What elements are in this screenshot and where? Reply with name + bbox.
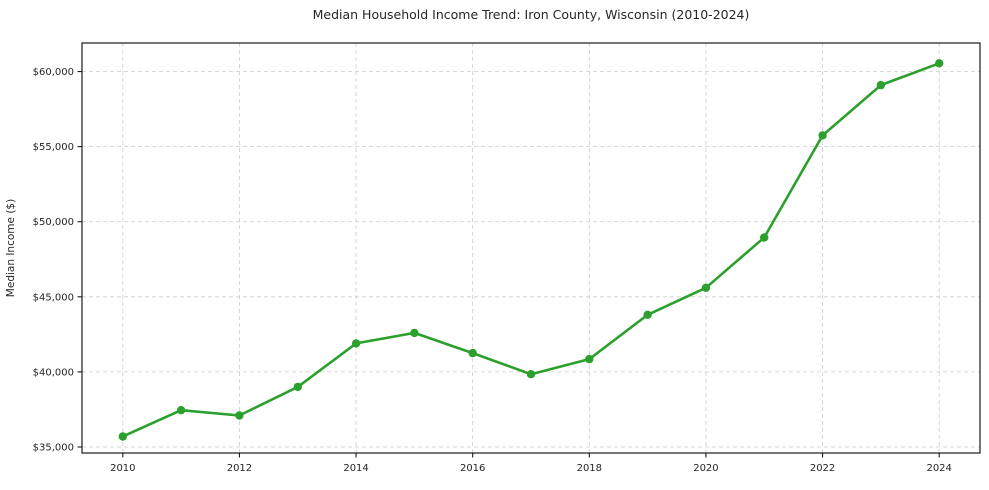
chart-title: Median Household Income Trend: Iron Coun… — [313, 7, 750, 22]
data-point-2014 — [351, 339, 361, 348]
y-tick-label-50000: $50,000 — [33, 217, 74, 228]
x-tick-label-2010: 2010 — [110, 463, 135, 474]
y-tick-label-40000: $40,000 — [33, 367, 74, 378]
plot-border — [81, 42, 981, 454]
y-tick-label-55000: $55,000 — [33, 142, 74, 153]
data-point-2019 — [643, 310, 652, 319]
x-tick-label-2014: 2014 — [343, 463, 368, 474]
data-point-2010 — [118, 432, 128, 441]
data-point-2023 — [876, 80, 886, 90]
data-point-2012 — [235, 411, 244, 420]
y-axis-label: Median Income ($) — [5, 199, 17, 297]
data-point-2018 — [585, 354, 594, 364]
data-point-2021 — [760, 233, 769, 242]
x-tick-label-2020: 2020 — [693, 463, 718, 474]
data-point-2011 — [176, 406, 186, 415]
data-point-2013 — [293, 382, 302, 392]
data-point-2015 — [410, 328, 419, 338]
x-tick-label-2018: 2018 — [577, 463, 602, 474]
data-point-2017 — [526, 370, 536, 379]
data-point-2020 — [701, 283, 711, 292]
data-point-2016 — [468, 348, 477, 358]
trend-line — [121, 61, 941, 438]
x-tick-label-2012: 2012 — [227, 463, 252, 474]
data-point-2024 — [935, 59, 944, 68]
x-tick-label-2022: 2022 — [810, 463, 835, 474]
plot-area: 2010 2012 2014 2016 2018 2020 2022 2024 $35,000 $… — [33, 42, 981, 474]
y-tick-label-60000: $60,000 — [33, 67, 74, 78]
x-tick-label-2024: 2024 — [926, 463, 951, 474]
y-tick-label-45000: $45,000 — [33, 292, 74, 303]
data-point-2022 — [818, 131, 827, 140]
x-tick-label-2016: 2016 — [460, 463, 485, 474]
y-tick-label-35000: $35,000 — [33, 442, 74, 453]
